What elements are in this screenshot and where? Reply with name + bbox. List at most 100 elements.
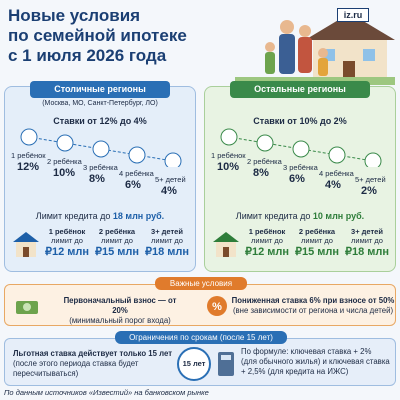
limit-box-amount: ₽15 млн	[94, 246, 140, 258]
step-rate: 6%	[289, 173, 305, 185]
limit-box: 2 ребёнка лимит до ₽15 млн	[293, 227, 341, 259]
limit-box-amount: ₽12 млн	[44, 246, 90, 258]
limit-box-label: 1 ребёнок	[48, 227, 86, 236]
panel-subtitle: (Москва, МО, Санкт-Петербург, ЛО)	[42, 100, 158, 107]
step-icon	[292, 140, 310, 158]
step-label: 3 ребёнка	[283, 163, 318, 172]
step-rate: 2%	[361, 185, 377, 197]
step-label: 4 ребёнка	[319, 169, 354, 178]
limit-box: 1 ребёнок лимит до ₽12 млн	[243, 227, 291, 259]
limit-box-sub: лимит до	[51, 236, 83, 245]
terms-left: Льготная ставка действует только 15 лет(…	[13, 349, 173, 379]
panel-title: Остальные регионы	[230, 81, 370, 98]
panel-rates: Ставки от 12% до 4%	[53, 116, 147, 126]
conditions-title: Важные условия	[155, 277, 247, 290]
terms-left-main: Льготная ставка действует только 15 лет	[13, 349, 173, 358]
condition-1: Первоначальный взнос — от 20% (минимальны…	[55, 296, 185, 326]
step-icon	[328, 146, 346, 164]
limit-box: 3+ детей лимит до ₽18 млн	[143, 227, 191, 259]
title: Новые условия по семейной ипотеке с 1 ию…	[8, 6, 187, 66]
step-rate: 8%	[89, 173, 105, 185]
family-illustration	[235, 13, 395, 85]
terms-line: + 2,5% (для кредита на ИЖС)	[241, 367, 349, 376]
steps-line	[20, 128, 182, 167]
calculator-icon	[218, 352, 234, 376]
limit-box-amount: ₽12 млн	[244, 246, 290, 258]
step-icon	[256, 134, 274, 152]
terms-box: Ограничения по срокам (после 15 лет) Льг…	[4, 331, 396, 386]
limit-box-label: 2 ребёнка	[298, 227, 336, 236]
limit-text: Лимит кредита до 10 млн руб.	[205, 211, 395, 221]
terms-left-note: (после этого периода ставка будет пересч…	[13, 359, 139, 378]
step-icon	[164, 152, 182, 167]
limit-box-sub: лимит до	[251, 236, 283, 245]
step-icon	[128, 146, 146, 164]
title-line: Новые условия	[8, 6, 141, 25]
step-rate: 10%	[53, 167, 76, 179]
limit-box-sub: лимит до	[151, 236, 183, 245]
step-label: 1 ребёнок	[211, 151, 246, 160]
limit-box-amount: ₽15 млн	[294, 246, 340, 258]
limit-amount: 10 млн руб.	[312, 211, 365, 221]
step-rate: 10%	[217, 161, 240, 173]
terms-title: Ограничения по срокам (после 15 лет)	[115, 331, 287, 344]
limit-amount: 18 млн руб.	[112, 211, 165, 221]
step-rate: 4%	[161, 185, 177, 197]
step-label: 5+ детей	[155, 175, 186, 184]
terms-right: По формуле: ключевая ставка + 2% (для об…	[241, 347, 395, 377]
step-label: 3 ребёнка	[83, 163, 118, 172]
steps-line	[220, 128, 382, 167]
limit-box-label: 3+ детей	[151, 227, 183, 236]
limit-label: Лимит кредита до	[35, 211, 111, 221]
conditions-box: Важные условия Первоначальный взнос — от…	[4, 277, 396, 326]
step-icon	[364, 152, 382, 167]
limit-box: 3+ детей лимит до ₽18 млн	[343, 227, 391, 259]
limit-box-sub: лимит до	[101, 236, 133, 245]
step-rate: 6%	[125, 179, 141, 191]
condition-2: Пониженная ставка 6% при взносе от 50% (в…	[231, 296, 395, 316]
limit-box-label: 2 ребёнка	[98, 227, 136, 236]
limit-box: 1 ребёнок лимит до ₽12 млн	[43, 227, 91, 259]
capital-panel: Столичные регионы (Москва, МО, Санкт-Пете…	[4, 81, 196, 272]
limit-label: Лимит кредита до	[235, 211, 311, 221]
limit-box-amount: ₽18 млн	[144, 246, 190, 258]
step-label: 2 ребёнка	[47, 157, 82, 166]
terms-badge: 15 лет	[177, 347, 211, 381]
title-line: с 1 июля 2026 года	[8, 46, 167, 65]
step-label: 2 ребёнка	[247, 157, 282, 166]
percent-icon: %	[207, 296, 227, 316]
step-label: 4 ребёнка	[119, 169, 154, 178]
title-line: по семейной ипотеке	[8, 26, 187, 45]
step-icon	[220, 128, 238, 146]
step-label: 5+ детей	[355, 175, 386, 184]
footer: По данным источников «Известий» на банко…	[4, 388, 209, 397]
condition-note: (вне зависимости от региона и числа дете…	[232, 306, 394, 315]
step-rate: 12%	[17, 161, 40, 173]
step-icon	[56, 134, 74, 152]
svg-text:%: %	[212, 301, 222, 313]
limit-text: Лимит кредита до 18 млн руб.	[5, 211, 195, 221]
step-icon	[20, 128, 38, 146]
house-icon	[13, 232, 39, 257]
condition-main: Пониженная ставка 6% при взносе от 50%	[231, 296, 395, 305]
step-icon	[92, 140, 110, 158]
limit-box-sub: лимит до	[351, 236, 383, 245]
terms-line: По формуле: ключевая ставка + 2%	[241, 347, 372, 356]
limit-box-amount: ₽18 млн	[344, 246, 390, 258]
step-rate: 8%	[253, 167, 269, 179]
terms-line: (для обычного жилья) и ключевая ставка	[241, 357, 390, 366]
condition-note: (минимальный порог входа)	[69, 316, 171, 325]
limit-box: 2 ребёнка лимит до ₽15 млн	[93, 227, 141, 259]
limit-box-label: 1 ребёнок	[248, 227, 286, 236]
condition-main: Первоначальный взнос — от 20%	[63, 296, 177, 315]
limit-box-sub: лимит до	[301, 236, 333, 245]
step-rate: 4%	[325, 179, 341, 191]
money-icon	[16, 301, 38, 314]
logo: iz.ru	[337, 8, 369, 22]
panel-title: Столичные регионы	[30, 81, 170, 98]
regions-panel: Остальные регионы Ставки от 10% до 2% 1 ре…	[204, 81, 396, 272]
panel-rates: Ставки от 10% до 2%	[253, 116, 347, 126]
limit-box-label: 3+ детей	[351, 227, 383, 236]
house-icon	[213, 232, 239, 257]
